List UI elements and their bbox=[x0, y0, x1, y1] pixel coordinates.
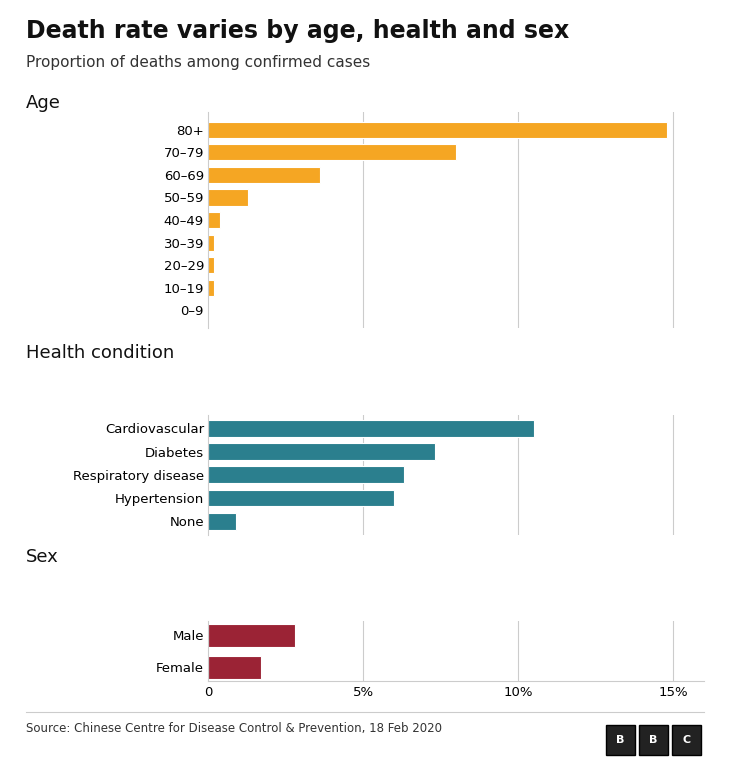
Text: Health condition: Health condition bbox=[26, 344, 174, 362]
Bar bbox=[208, 257, 215, 273]
Bar bbox=[208, 212, 220, 228]
Text: Death rate varies by age, health and sex: Death rate varies by age, health and sex bbox=[26, 19, 569, 43]
Bar bbox=[208, 656, 261, 678]
Text: B: B bbox=[616, 735, 625, 745]
Bar bbox=[208, 420, 534, 437]
Bar bbox=[208, 624, 295, 647]
Text: B: B bbox=[649, 735, 658, 745]
Text: Source: Chinese Centre for Disease Control & Prevention, 18 Feb 2020: Source: Chinese Centre for Disease Contr… bbox=[26, 722, 442, 735]
Bar bbox=[208, 167, 320, 183]
Bar bbox=[208, 467, 404, 484]
Text: Proportion of deaths among confirmed cases: Proportion of deaths among confirmed cas… bbox=[26, 55, 370, 70]
Bar bbox=[208, 490, 394, 507]
Bar bbox=[208, 513, 236, 530]
Bar bbox=[208, 122, 667, 138]
Text: C: C bbox=[682, 735, 691, 745]
Bar bbox=[208, 444, 434, 460]
Text: Age: Age bbox=[26, 94, 61, 112]
Bar bbox=[208, 280, 215, 296]
Bar bbox=[208, 144, 456, 160]
Bar bbox=[208, 235, 215, 251]
Text: Sex: Sex bbox=[26, 548, 58, 566]
Bar bbox=[208, 189, 248, 206]
